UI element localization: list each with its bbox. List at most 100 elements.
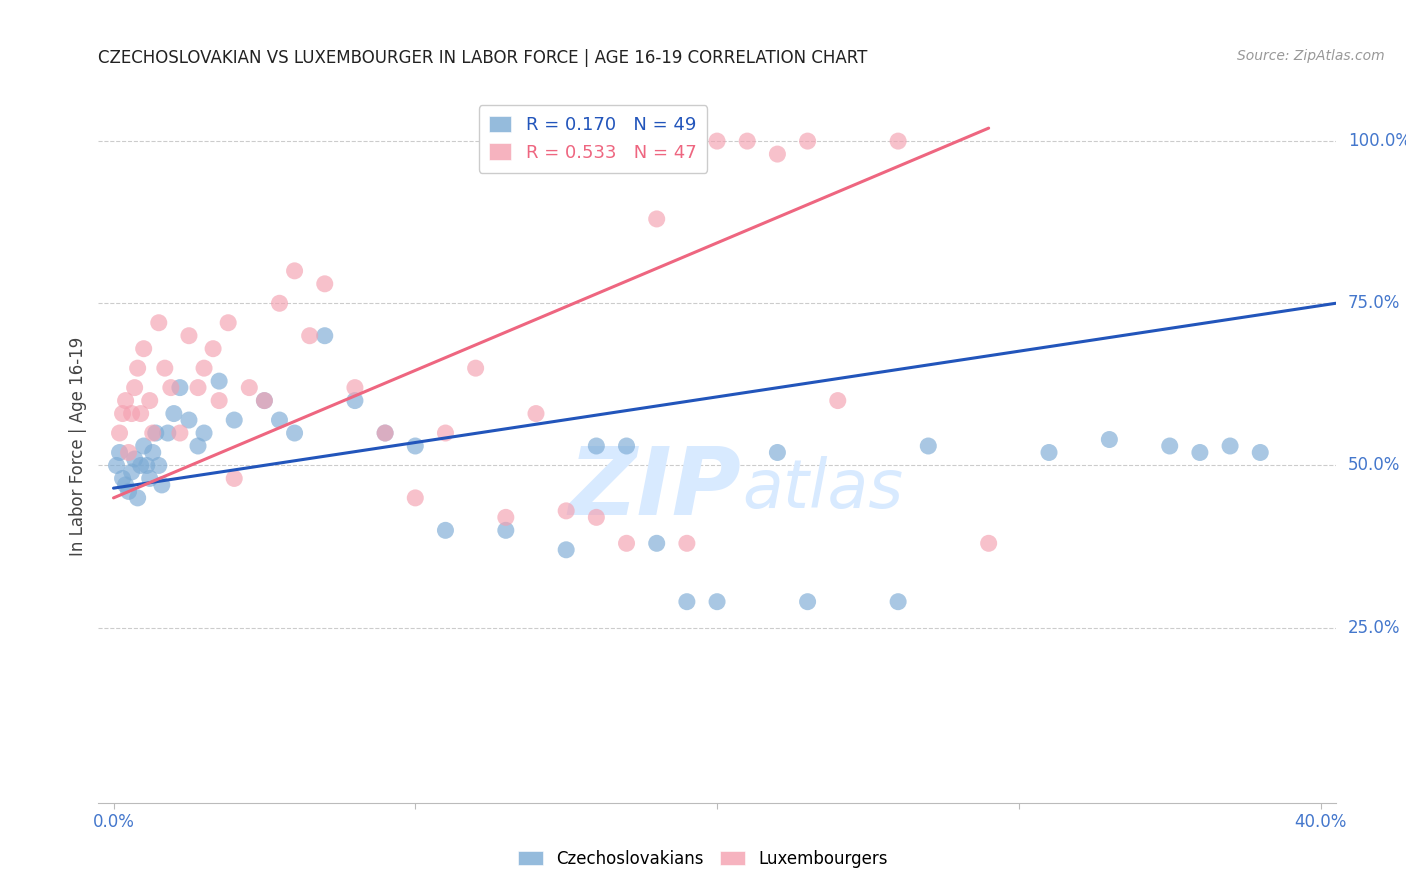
Point — [1219, 439, 1241, 453]
Point — [187, 439, 209, 453]
Point — [224, 471, 246, 485]
Point — [177, 413, 200, 427]
Point — [495, 524, 517, 538]
Point — [343, 393, 366, 408]
Point — [114, 393, 136, 408]
Point — [977, 536, 1000, 550]
Point — [208, 393, 231, 408]
Y-axis label: In Labor Force | Age 16-19: In Labor Force | Age 16-19 — [69, 336, 87, 556]
Point — [145, 425, 167, 440]
Text: 25.0%: 25.0% — [1348, 619, 1400, 637]
Point — [111, 407, 134, 421]
Point — [132, 439, 155, 453]
Point — [177, 328, 200, 343]
Point — [434, 425, 457, 440]
Point — [111, 471, 134, 485]
Point — [253, 393, 276, 408]
Point — [555, 504, 578, 518]
Point — [114, 478, 136, 492]
Point — [142, 425, 165, 440]
Point — [193, 361, 215, 376]
Point — [150, 478, 173, 492]
Legend: Czechoslovakians, Luxembourgers: Czechoslovakians, Luxembourgers — [512, 844, 894, 875]
Point — [585, 439, 607, 453]
Text: ZIP: ZIP — [569, 442, 742, 535]
Point — [129, 458, 152, 473]
Text: atlas: atlas — [742, 456, 903, 522]
Point — [117, 484, 139, 499]
Point — [169, 425, 191, 440]
Text: 75.0%: 75.0% — [1348, 294, 1400, 312]
Point — [253, 393, 276, 408]
Point — [124, 452, 146, 467]
Point — [555, 542, 578, 557]
Point — [1249, 445, 1271, 459]
Text: CZECHOSLOVAKIAN VS LUXEMBOURGER IN LABOR FORCE | AGE 16-19 CORRELATION CHART: CZECHOSLOVAKIAN VS LUXEMBOURGER IN LABOR… — [98, 49, 868, 67]
Point — [269, 413, 291, 427]
Point — [887, 595, 910, 609]
Point — [585, 510, 607, 524]
Point — [1159, 439, 1181, 453]
Legend: R = 0.170   N = 49, R = 0.533   N = 47: R = 0.170 N = 49, R = 0.533 N = 47 — [478, 105, 707, 172]
Point — [284, 264, 307, 278]
Point — [298, 328, 321, 343]
Point — [404, 439, 426, 453]
Point — [434, 524, 457, 538]
Point — [766, 445, 789, 459]
Point — [374, 425, 396, 440]
Point — [284, 425, 307, 440]
Point — [676, 536, 699, 550]
Point — [169, 381, 191, 395]
Point — [163, 407, 186, 421]
Text: Source: ZipAtlas.com: Source: ZipAtlas.com — [1237, 49, 1385, 63]
Point — [495, 510, 517, 524]
Point — [108, 425, 131, 440]
Point — [827, 393, 849, 408]
Point — [208, 374, 231, 388]
Point — [314, 328, 336, 343]
Point — [148, 316, 170, 330]
Point — [202, 342, 225, 356]
Point — [121, 465, 143, 479]
Point — [796, 595, 818, 609]
Point — [1188, 445, 1211, 459]
Point — [124, 381, 146, 395]
Point — [160, 381, 183, 395]
Point — [706, 595, 728, 609]
Point — [796, 134, 818, 148]
Point — [108, 445, 131, 459]
Point — [156, 425, 179, 440]
Point — [676, 595, 699, 609]
Text: 50.0%: 50.0% — [1348, 457, 1400, 475]
Point — [917, 439, 939, 453]
Point — [187, 381, 209, 395]
Point — [117, 445, 139, 459]
Point — [766, 147, 789, 161]
Point — [224, 413, 246, 427]
Point — [735, 134, 758, 148]
Point — [132, 342, 155, 356]
Point — [616, 439, 638, 453]
Point — [314, 277, 336, 291]
Point — [193, 425, 215, 440]
Point — [129, 407, 152, 421]
Point — [343, 381, 366, 395]
Point — [127, 491, 149, 505]
Point — [217, 316, 239, 330]
Point — [887, 134, 910, 148]
Point — [706, 134, 728, 148]
Point — [238, 381, 260, 395]
Point — [127, 361, 149, 376]
Point — [269, 296, 291, 310]
Point — [616, 536, 638, 550]
Point — [135, 458, 157, 473]
Point — [645, 536, 668, 550]
Point — [105, 458, 128, 473]
Point — [404, 491, 426, 505]
Point — [142, 445, 165, 459]
Point — [121, 407, 143, 421]
Point — [464, 361, 486, 376]
Point — [1098, 433, 1121, 447]
Point — [645, 211, 668, 226]
Point — [1038, 445, 1060, 459]
